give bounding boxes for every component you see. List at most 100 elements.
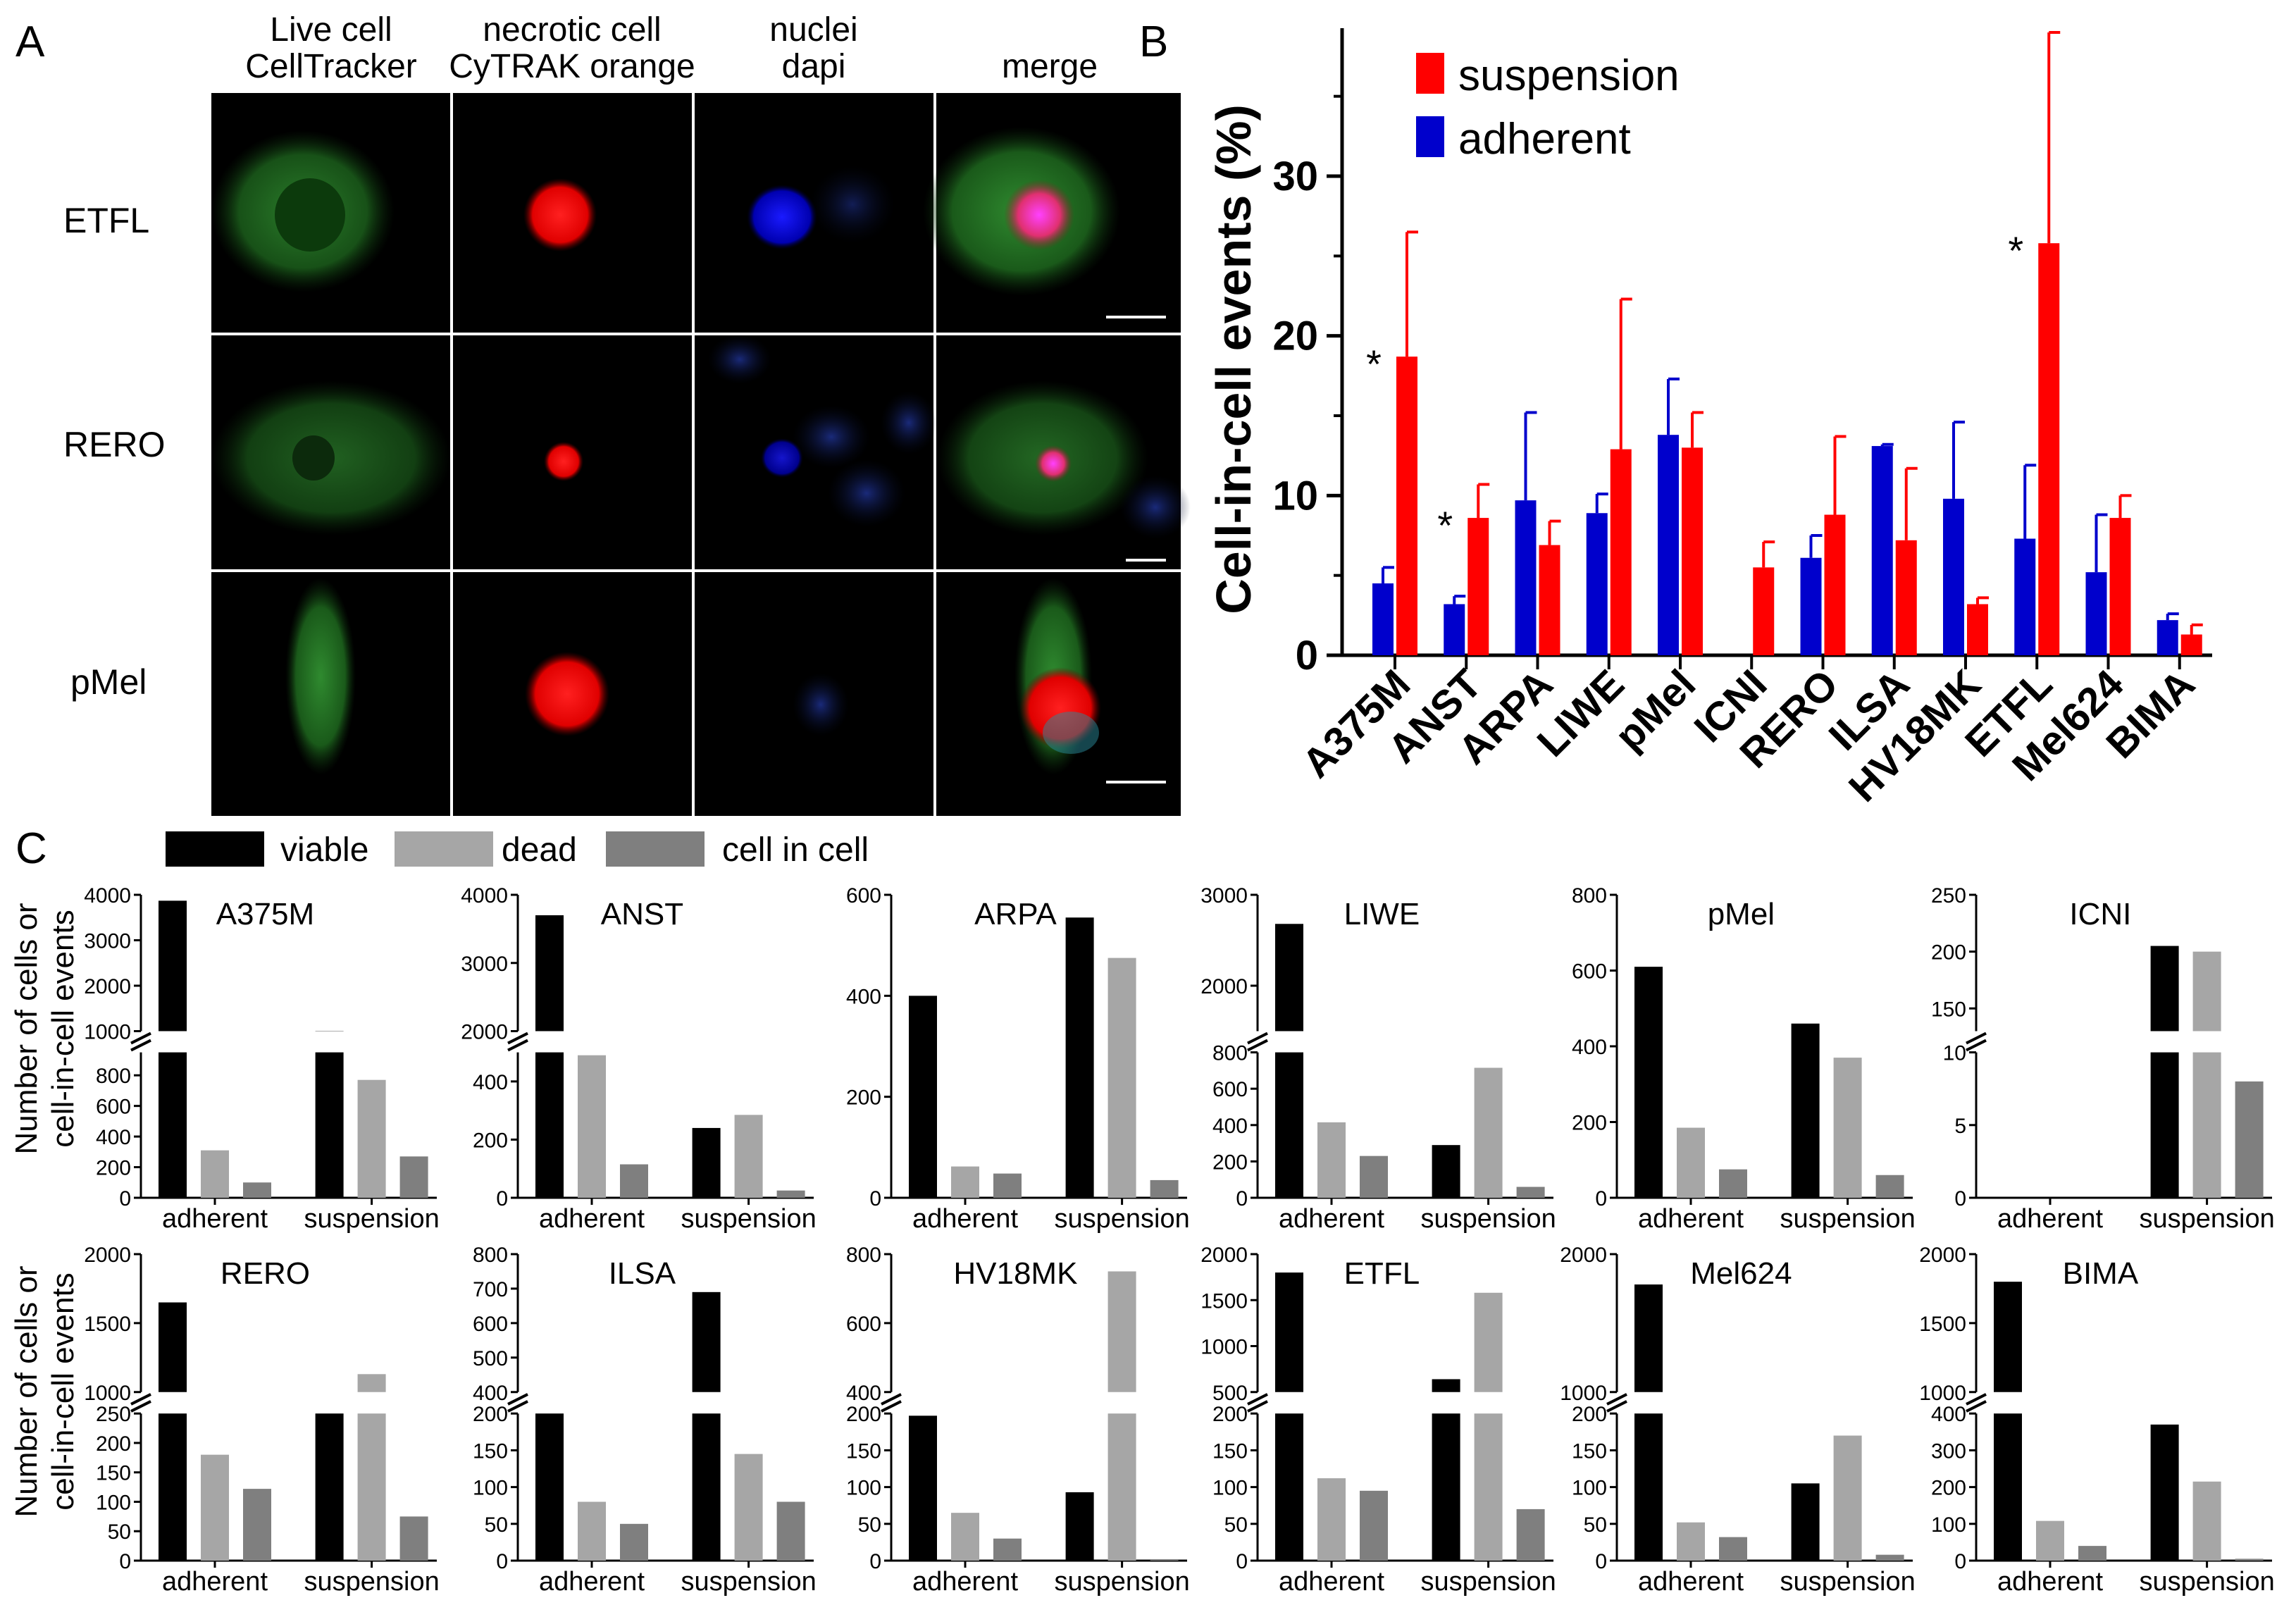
micrograph-etfl-celltracker	[211, 93, 450, 333]
c-y-tick-label: 3000	[84, 930, 131, 953]
c-y-tick-label: 0	[869, 1550, 881, 1573]
c-axis-break-mark	[881, 1400, 902, 1413]
legend-swatch-dead	[395, 831, 493, 867]
b-bar-adherent-a375m	[1372, 583, 1394, 655]
c-chart-title: Mel624	[1690, 1256, 1792, 1291]
c-bar-viable-suspension	[1065, 917, 1094, 1198]
c-chart-arpa: 0 200 400 600 ARPA adherent suspension	[846, 884, 1190, 1234]
c-axis-break-mark	[881, 1393, 902, 1406]
c-x-tick-label-suspension: suspension	[1780, 1204, 1915, 1234]
c-bar-cell-in-cell-adherent	[1719, 1169, 1747, 1198]
c-x-tick-label-suspension: suspension	[2139, 1567, 2274, 1597]
c-bar-cell-in-cell-suspension	[1875, 1175, 1904, 1198]
micrograph-grid	[210, 92, 1191, 817]
c-y-tick-label: 2000	[1560, 1244, 1607, 1267]
c-bar-cell-in-cell-adherent	[620, 1523, 648, 1561]
c-bar-viable-adherent	[159, 1052, 187, 1198]
b-bar-adherent-arpa	[1515, 500, 1537, 655]
c-y-tick-label: 4000	[461, 884, 508, 907]
c-bar-viable-adherent	[1275, 1272, 1303, 1392]
c-y-tick-label: 1500	[84, 1313, 131, 1336]
c-y-tick-label: 400	[1931, 1403, 1966, 1426]
c-x-tick-label-adherent: adherent	[1638, 1204, 1744, 1234]
c-y-tick-label: 400	[473, 1382, 508, 1405]
c-axis-break-mark	[1966, 1039, 1987, 1052]
b-y-axis-label: Cell-in-cell events (%)	[1206, 104, 1261, 614]
c-axis-break-mark	[1606, 1400, 1627, 1413]
c-bar-dead-suspension	[2192, 1481, 2221, 1561]
c-x-tick-label-adherent: adherent	[1279, 1204, 1384, 1234]
column-header-live-cell: Live cell	[270, 11, 392, 49]
c-bar-cell-in-cell-adherent	[243, 1489, 271, 1561]
column-header-dapi: dapi	[782, 48, 846, 85]
c-bar-viable-suspension	[692, 1127, 721, 1198]
c-bar-dead-suspension	[1107, 958, 1136, 1198]
c-bar-dead-adherent	[1677, 1127, 1705, 1198]
c-y-tick-label: 150	[473, 1439, 508, 1463]
c-y-tick-label: 600	[846, 1313, 881, 1336]
b-bar-adherent-rero	[1800, 557, 1822, 655]
c-y-tick-label: 3000	[1200, 884, 1248, 907]
legend-label-cell-in-cell: cell in cell	[722, 831, 869, 869]
c-x-tick-label-suspension: suspension	[681, 1204, 816, 1234]
panel-label-c: C	[15, 824, 47, 873]
column-header-merge: merge	[1002, 48, 1098, 85]
panel-b-chart: suspension adherent 0 10 20 30Cell-in-cell …	[1206, 28, 2212, 811]
micrograph-pmel-merge	[936, 572, 1181, 816]
legend-label-suspension: suspension	[1458, 51, 1680, 100]
c-x-tick-label-adherent: adherent	[539, 1567, 645, 1597]
c-chart-title: ARPA	[974, 897, 1057, 931]
c-bar-viable-suspension	[1065, 1492, 1094, 1561]
ylabel-c-row2-line1: Number of cells or	[9, 1265, 44, 1517]
c-y-tick-label: 0	[119, 1187, 131, 1210]
c-bar-dead-suspension	[2192, 1052, 2221, 1198]
panel-label-a: A	[15, 18, 45, 66]
c-bar-dead-adherent	[578, 1055, 606, 1198]
c-bar-cell-in-cell-suspension	[2235, 1081, 2264, 1198]
c-x-tick-label-suspension: suspension	[681, 1567, 816, 1597]
c-bar-viable-adherent	[159, 1302, 187, 1392]
c-bar-dead-adherent	[201, 1150, 229, 1198]
c-y-tick-label: 500	[1212, 1382, 1248, 1405]
column-header-nuclei: nuclei	[769, 11, 857, 49]
b-bar-suspension-icni	[1753, 567, 1775, 655]
b-y-tick-label: 30	[1272, 154, 1318, 199]
c-axis-break-mark	[1247, 1039, 1268, 1052]
c-y-tick-label: 100	[1931, 1513, 1966, 1537]
c-y-tick-label: 0	[1595, 1187, 1607, 1210]
c-x-tick-label-adherent: adherent	[912, 1567, 1018, 1597]
c-bar-cell-in-cell-adherent	[1360, 1156, 1388, 1198]
c-bar-dead-suspension	[1107, 1271, 1136, 1392]
c-chart-title: LIWE	[1344, 897, 1420, 931]
c-bar-viable-adherent	[1634, 1284, 1663, 1392]
c-y-tick-label: 0	[1236, 1550, 1248, 1573]
c-y-tick-label: 800	[1212, 1042, 1248, 1065]
c-bar-dead-suspension	[1474, 1067, 1503, 1198]
c-bar-cell-in-cell-suspension	[1516, 1508, 1545, 1561]
micrograph-pmel-celltracker	[211, 572, 450, 816]
c-bar-viable-adherent	[535, 915, 564, 1031]
c-y-tick-label: 500	[473, 1347, 508, 1370]
micrograph-rero-dapi	[695, 335, 937, 569]
c-x-tick-label-suspension: suspension	[1054, 1567, 1189, 1597]
b-significance-star: *	[2008, 228, 2023, 273]
c-x-tick-label-suspension: suspension	[1054, 1204, 1189, 1234]
c-axis-break-mark	[130, 1400, 151, 1413]
c-axis-break-mark	[130, 1039, 151, 1052]
c-chart-icni: 0 5 10 150 200 250 ICNI adherent suspension	[1931, 884, 2275, 1234]
legend-swatch-suspension	[1416, 53, 1444, 94]
c-bar-dead-suspension	[1833, 1435, 1862, 1561]
b-bar-adherent-bima	[2157, 620, 2178, 655]
c-axis-break-mark	[130, 1031, 151, 1045]
c-bar-viable-adherent	[159, 1413, 187, 1561]
b-bar-suspension-etfl	[2038, 243, 2060, 655]
c-y-tick-label: 600	[1572, 960, 1607, 984]
c-y-tick-label: 400	[473, 1071, 508, 1094]
c-x-tick-label-suspension: suspension	[1780, 1567, 1915, 1597]
c-axis-break-mark	[1966, 1031, 1987, 1045]
c-bar-cell-in-cell-adherent	[620, 1164, 648, 1198]
b-bar-adherent-mel624	[2085, 572, 2107, 655]
